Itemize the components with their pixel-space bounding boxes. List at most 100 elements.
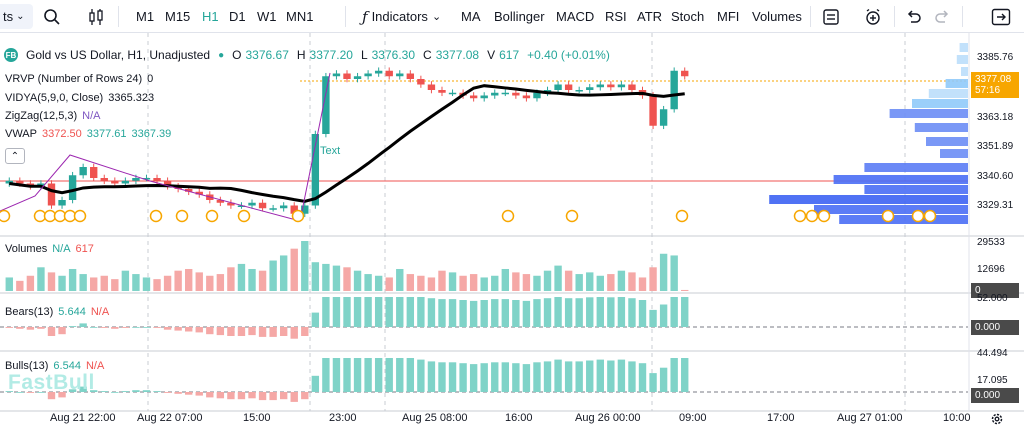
bears-bar (311, 312, 320, 327)
candle-body (596, 84, 604, 88)
volume-bar (290, 248, 298, 291)
settings-button[interactable] (990, 412, 1004, 431)
economic-event-icon (501, 209, 515, 223)
bears-bar (533, 299, 541, 327)
bears-bar (132, 327, 140, 328)
candle-body (522, 95, 531, 99)
quick-indicator-volumes[interactable]: Volumes (752, 9, 802, 24)
redo-button[interactable] (933, 0, 951, 33)
legend-value: 3377.61 (86, 128, 127, 140)
quick-indicator-macd[interactable]: MACD (556, 9, 595, 24)
ohlc-l-label: L (360, 48, 368, 62)
bears-bar (184, 327, 193, 332)
search-button[interactable] (43, 0, 61, 33)
bulls-bar (322, 358, 330, 392)
bears-bar (343, 297, 351, 327)
volume-profile-bar (889, 109, 968, 118)
tf-d1[interactable]: D1 (229, 9, 246, 24)
volume-bar (90, 277, 98, 291)
volume-bar (427, 277, 436, 291)
bulls-bar (438, 362, 446, 392)
legend-vrvp[interactable]: VRVP (Number of Rows 24) 0 (5, 73, 153, 85)
legend-zigzag[interactable]: ZigZag(12,5,3) N/A (5, 110, 101, 122)
bears-bar (638, 300, 647, 327)
symbol-selector[interactable]: ts ⌄ (0, 4, 33, 29)
collapse-legend-button[interactable]: ⌃ (5, 148, 25, 164)
tf-w1[interactable]: W1 (257, 9, 277, 24)
chart-canvas[interactable] (0, 33, 1024, 434)
chart-type-button[interactable] (87, 0, 105, 33)
tf-mn1[interactable]: MN1 (286, 9, 314, 24)
alert-button[interactable] (864, 0, 882, 33)
quick-indicator-mfi[interactable]: MFI (717, 9, 740, 24)
legend-value: 6.544 (53, 360, 81, 372)
volume-profile-bar (814, 205, 968, 214)
undo-button[interactable] (905, 0, 923, 33)
quick-indicator-atr[interactable]: ATR (637, 9, 663, 24)
candle-body (227, 202, 235, 206)
candle-body (448, 92, 457, 95)
volume-bar (227, 267, 235, 291)
quick-indicator-ma[interactable]: MA (461, 9, 481, 24)
bulls-bar (290, 392, 298, 402)
volume-bar (237, 263, 246, 291)
exit-panel-icon (991, 8, 1011, 25)
bulls-bar (79, 386, 87, 392)
bulls-bar (364, 358, 372, 392)
volume-bar (311, 262, 320, 291)
tf-m1[interactable]: M1 (136, 9, 155, 24)
fullscreen-button[interactable] (991, 0, 1011, 33)
legend-bears[interactable]: Bears(13) 5.644 N/A (5, 306, 109, 318)
bears-bar (290, 327, 298, 339)
bulls-bar (68, 389, 77, 392)
time-tick: 15:00 (243, 412, 271, 424)
templates-button[interactable] (822, 0, 840, 33)
redo-icon (935, 9, 949, 23)
candle-body (237, 205, 246, 207)
legend-vidya[interactable]: VIDYA(5,9,0, Close) 3365.323 (5, 92, 154, 104)
time-tick: 17:00 (767, 412, 795, 424)
indicators-button[interactable]: ƒ Indicators ⌄ (362, 0, 441, 33)
tf-m15[interactable]: M15 (165, 9, 191, 24)
quick-indicator-bollinger[interactable]: Bollinger (494, 9, 545, 24)
chart-annotation-text[interactable]: Text (320, 145, 341, 157)
candle-body (132, 178, 140, 181)
bears-bar (512, 300, 520, 327)
bulls-bar (501, 362, 510, 392)
bears-bar (649, 309, 657, 327)
time-tick: Aug 25 08:00 (402, 412, 468, 424)
bulls-bar (301, 392, 309, 400)
bulls-bar (670, 358, 678, 392)
candle-body (385, 70, 393, 77)
bulls-bar (406, 358, 415, 392)
volume-bar (469, 274, 478, 291)
bulls-bar (491, 362, 499, 392)
quick-indicator-rsi[interactable]: RSI (605, 9, 627, 24)
bears-bar (564, 298, 573, 327)
quick-indicator-stoch[interactable]: Stoch (671, 9, 705, 24)
candle-body (396, 73, 404, 77)
legend-vwap[interactable]: VWAP 3372.50 3377.61 3367.39 (5, 128, 171, 140)
volume-bar (195, 272, 203, 291)
bears-bar (659, 304, 668, 327)
volume-bar (301, 241, 309, 291)
tf-h1[interactable]: H1 (202, 9, 219, 24)
bulls-bar (469, 364, 478, 392)
volume-badge: 0 (971, 283, 1019, 298)
volume-bar (575, 274, 583, 291)
volume-bar (58, 275, 66, 291)
volume-bar (142, 277, 151, 291)
candle-body (79, 167, 87, 176)
legend-bulls[interactable]: Bulls(13) 6.544 N/A (5, 360, 104, 372)
volume-bar (121, 270, 130, 291)
bears-bar (670, 297, 678, 327)
bulls-bar (227, 392, 235, 400)
ohlc-low: 3376.30 (371, 48, 416, 62)
economic-event-icon (73, 209, 87, 223)
candle-body (649, 95, 657, 126)
candle-body (47, 183, 56, 206)
legend-volumes[interactable]: Volumes N/A 617 (5, 243, 94, 255)
volume-bar (448, 272, 457, 291)
candle-body (153, 178, 161, 181)
divider (345, 6, 346, 27)
